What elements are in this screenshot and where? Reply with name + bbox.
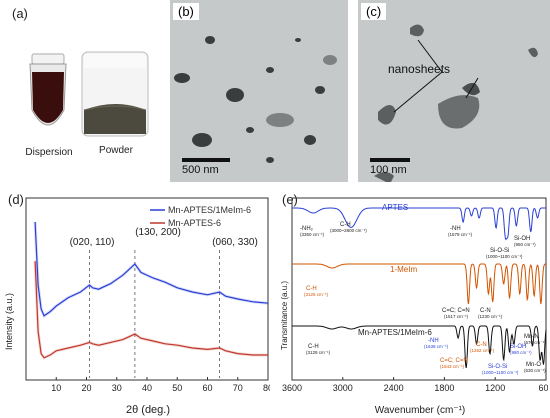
xrd-x-tick-label: 40 xyxy=(142,383,152,393)
legend-mn-aptes-6: Mn-APTES-6 xyxy=(168,218,221,228)
panel-c-label: (c) xyxy=(361,3,387,20)
ftir-ann: (1517 cm⁻¹) xyxy=(444,314,469,319)
ftir-ann: (1000~1100 cm⁻¹) xyxy=(486,254,523,259)
peak-label-130-200: (130, 200) xyxy=(135,227,181,238)
ftir-trace-label-mn: Mn-APTES/1MeIm-6 xyxy=(358,328,432,337)
ftir-ann: (3129 cm⁻¹) xyxy=(306,350,331,355)
ftir-ann: (3125 cm⁻¹) xyxy=(304,292,329,297)
scale-bar-b: 500 nm xyxy=(182,164,219,176)
ftir-ann: (670 cm⁻¹) xyxy=(524,340,546,345)
ftir-ann: C-H xyxy=(306,286,317,292)
panel-e-label: (e) xyxy=(282,192,298,207)
ftir-ann: Si-OH xyxy=(514,236,530,242)
ftir-ann: (980 cm⁻¹) xyxy=(510,350,532,355)
panel-a-label: (a) xyxy=(12,6,28,21)
nanosheets-annotation: nanosheets xyxy=(388,62,451,76)
xrd-x-tick-label: 10 xyxy=(51,383,61,393)
peak-label-020-110: (020, 110) xyxy=(70,237,115,248)
ftir-trace-label-aptes: APTES xyxy=(382,203,408,212)
xrd-chart: (d) 10 20 30 40 50 60 70 80 Mn-APTES/1MeIm-6 Mn… xyxy=(4,192,270,416)
ftir-trace-0 xyxy=(292,207,546,241)
ftir-x-tick-label: 3600 xyxy=(282,383,302,393)
ftir-ann: (1638 cm⁻¹) xyxy=(424,344,449,349)
xrd-series-line xyxy=(34,221,269,317)
xrd-x-tick-label: 30 xyxy=(112,383,122,393)
scale-bar-c: 100 nm xyxy=(370,164,407,176)
ftir-ann: C-H xyxy=(340,222,351,228)
ftir-ann: (3350 cm⁻¹) xyxy=(300,232,325,237)
xrd-x-axis-label: 2θ (deg.) xyxy=(126,404,170,416)
xrd-legend: Mn-APTES/1MeIm-6 Mn-APTES-6 xyxy=(150,205,251,228)
ftir-ann: Mn-N xyxy=(524,334,539,340)
legend-mn-aptes-1meim-6: Mn-APTES/1MeIm-6 xyxy=(168,205,251,215)
ftir-ann: Mn-O xyxy=(526,362,541,368)
ftir-x-tick-label: 600 xyxy=(538,383,548,393)
ftir-ann: (630 cm⁻¹) xyxy=(524,368,546,373)
tem-image-b: (b) 500 nm xyxy=(170,0,348,182)
xrd-x-tick-label: 70 xyxy=(233,383,243,393)
tem-b-particles xyxy=(174,36,337,163)
xrd-x-tick-label: 50 xyxy=(172,383,182,393)
ftir-trace-1 xyxy=(292,263,546,305)
ftir-ann: C=C; C=N xyxy=(442,308,470,314)
xrd-x-tick-label: 20 xyxy=(81,383,91,393)
panel-b-label: (b) xyxy=(173,3,199,20)
panel-d-label: (d) xyxy=(8,192,24,207)
ftir-x-tick-label: 2400 xyxy=(384,383,404,393)
ftir-ann: (1543 cm⁻¹) xyxy=(440,364,465,369)
ftir-ann: (1230 cm⁻¹) xyxy=(478,314,503,319)
ftir-x-tick-label: 1800 xyxy=(434,383,454,393)
ftir-x-tick-label: 3000 xyxy=(333,383,353,393)
ftir-y-axis-label: Transmitance (a.u.) xyxy=(280,281,289,350)
ftir-ann: Si-O-Si xyxy=(488,364,507,370)
ftir-ann: C-H xyxy=(308,344,319,350)
ftir-plot-frame xyxy=(291,197,547,381)
ftir-ann: (3000~2800 cm⁻¹) xyxy=(330,228,367,233)
xrd-y-axis-label: Intensity (a.u.) xyxy=(4,293,14,350)
ftir-ann: Si-OH xyxy=(510,344,526,350)
ftir-ann: (950 cm⁻¹) xyxy=(514,242,536,247)
ftir-ann: -NH₂ xyxy=(300,226,314,232)
xrd-x-tick-label: 80 xyxy=(263,383,270,393)
peak-label-060-330: (060, 330) xyxy=(212,237,258,248)
dispersion-caption: Dispersion xyxy=(25,147,73,158)
ftir-x-axis-label: Wavenumber (cm⁻¹) xyxy=(375,405,465,416)
ftir-x-tick-label: 1200 xyxy=(485,383,505,393)
xrd-x-tick-label: 60 xyxy=(202,383,212,393)
dispersion-vial-image xyxy=(29,53,67,126)
powder-vial-image xyxy=(81,51,149,137)
ftir-ann: Si-O-Si xyxy=(490,248,509,254)
tem-c-particles xyxy=(370,24,538,182)
ftir-ann: C-N xyxy=(480,308,491,314)
xrd-series-line xyxy=(34,261,268,359)
ftir-ann: -NH xyxy=(450,226,461,232)
ftir-ann: C-N xyxy=(476,342,487,348)
ftir-ann: (1579 cm⁻¹) xyxy=(448,232,473,237)
ftir-trace-2 xyxy=(292,325,547,368)
ftir-ann: (1262 cm⁻¹) xyxy=(470,348,495,353)
tem-image-c: (c) nanosheets 100 nm xyxy=(358,0,550,182)
ftir-ann: (1000~1100 cm⁻¹) xyxy=(482,370,519,375)
panel-a: (a) Dispersion Powder xyxy=(0,0,165,165)
ftir-ann: -NH xyxy=(428,338,439,344)
powder-caption: Powder xyxy=(99,145,133,156)
ftir-ann: C=C; C=N xyxy=(440,358,468,364)
ftir-chart: (e) 3600 3000 2400 1800 1200 600 APTES 1-MeIm Mn… xyxy=(280,192,548,416)
ftir-trace-label-meim: 1-MeIm xyxy=(390,265,417,274)
